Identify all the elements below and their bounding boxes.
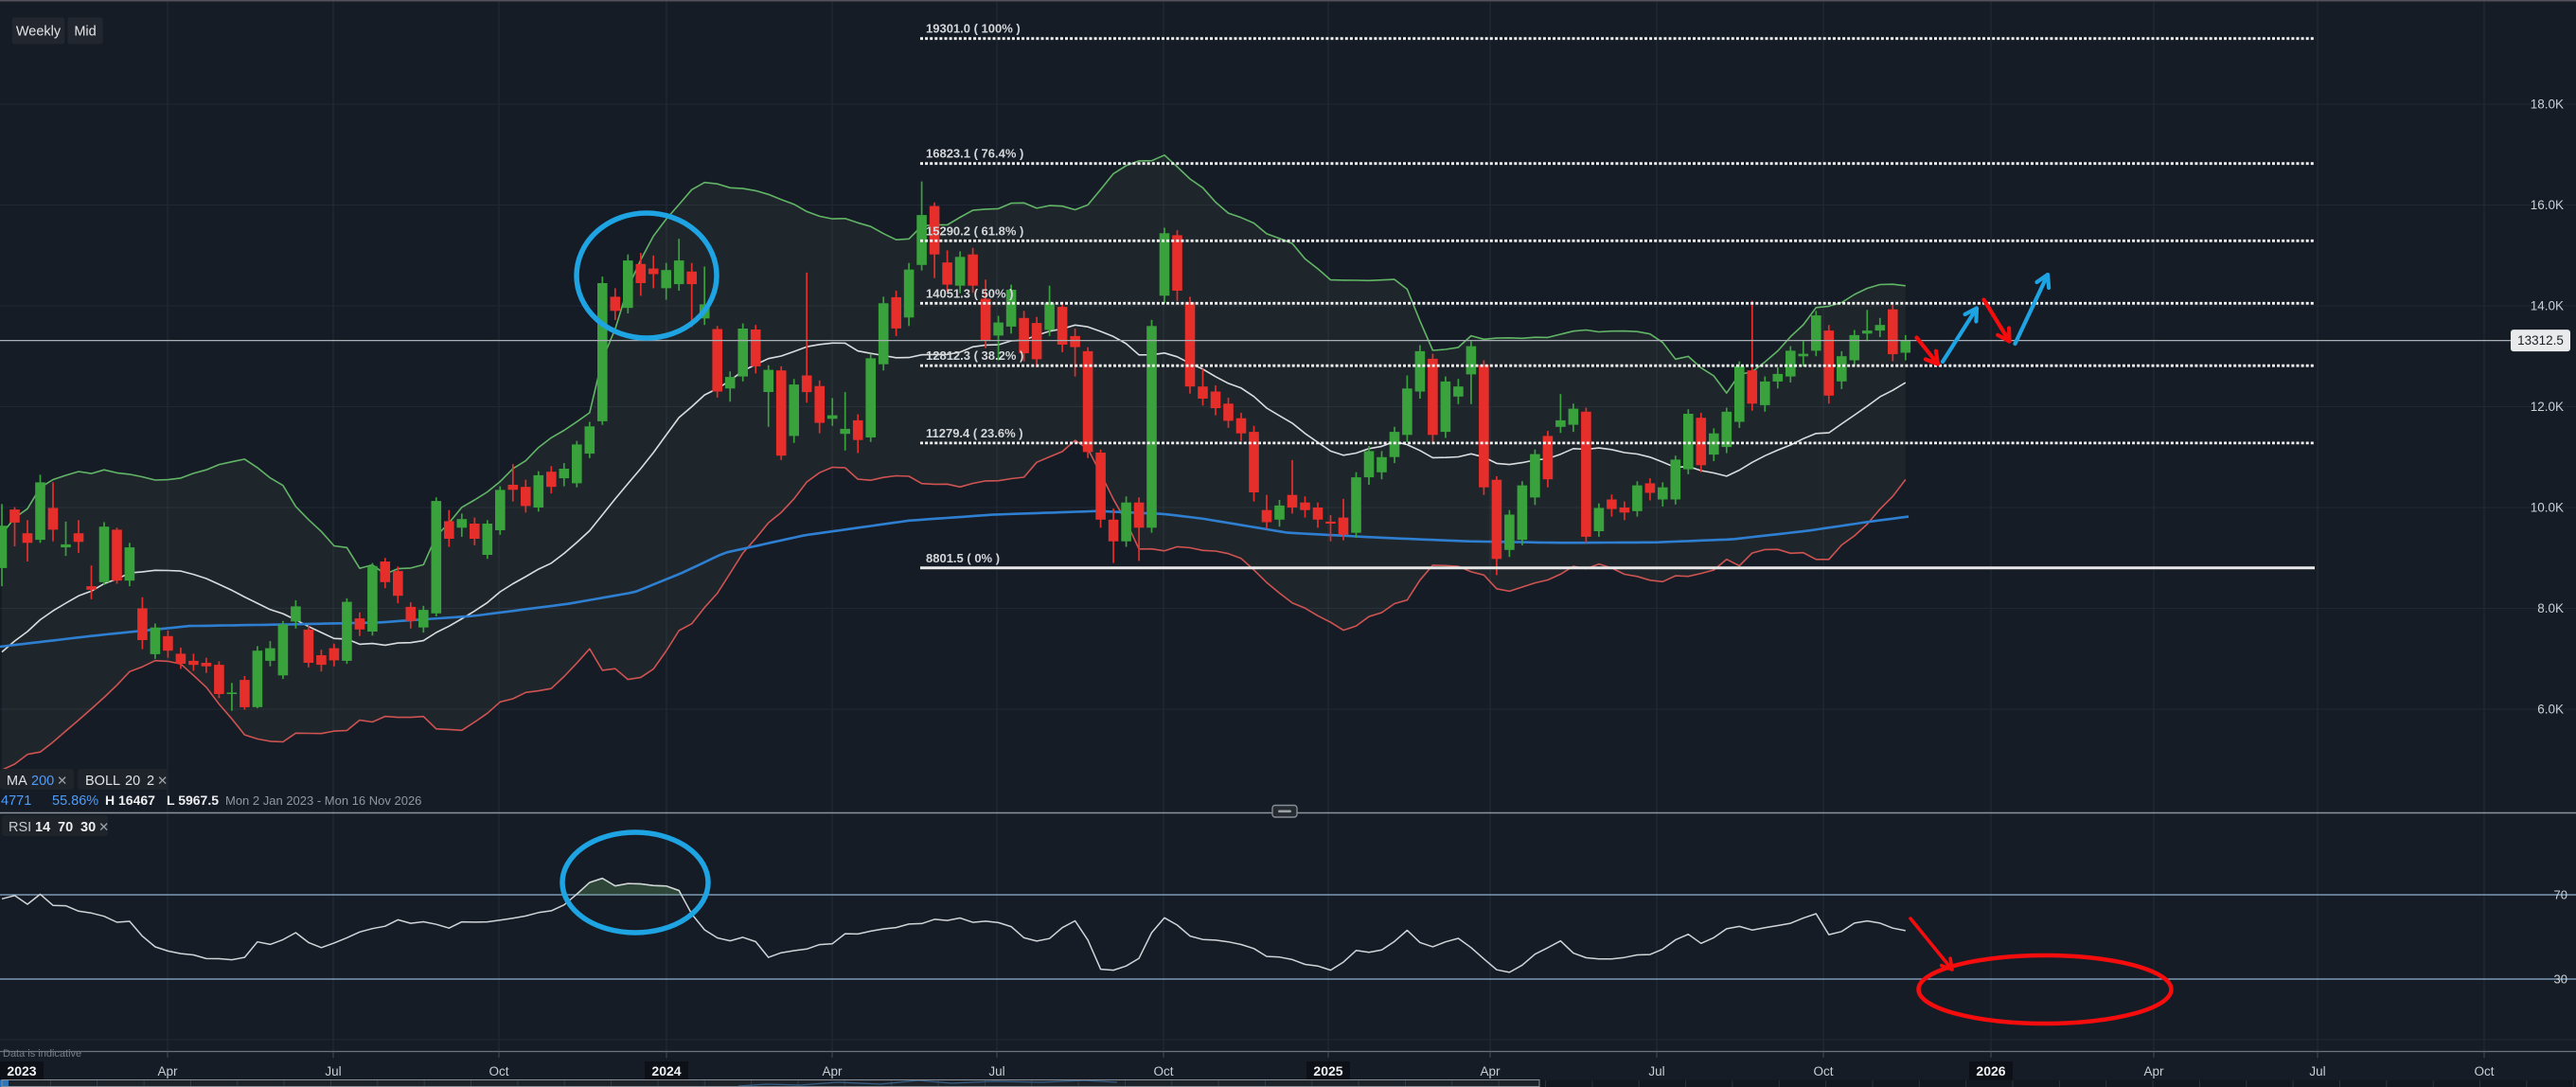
svg-text:L 5967.5: L 5967.5 (167, 793, 219, 808)
svg-text:13312.5: 13312.5 (2517, 333, 2564, 347)
svg-text:✕: ✕ (98, 820, 109, 834)
svg-text:16823.1 ( 76.4% ): 16823.1 ( 76.4% ) (926, 147, 1023, 161)
svg-text:30: 30 (2554, 972, 2567, 987)
svg-text:70: 70 (58, 820, 73, 835)
svg-text:70: 70 (2554, 888, 2567, 902)
svg-text:✕: ✕ (57, 774, 67, 788)
svg-text:2: 2 (147, 774, 154, 789)
svg-text:Jul: Jul (325, 1064, 341, 1078)
svg-text:19301.0 ( 100% ): 19301.0 ( 100% ) (926, 22, 1021, 36)
svg-text:2025: 2025 (1313, 1063, 1342, 1078)
svg-text:Data is indicative: Data is indicative (3, 1048, 81, 1060)
svg-text:Weekly: Weekly (16, 25, 62, 40)
svg-text:MA: MA (7, 774, 27, 789)
svg-text:14.0K: 14.0K (2531, 299, 2564, 313)
svg-text:2023: 2023 (7, 1063, 36, 1078)
svg-text:14: 14 (35, 820, 50, 835)
svg-text:BOLL: BOLL (85, 774, 120, 789)
svg-text:10.0K: 10.0K (2531, 501, 2564, 515)
svg-text:55.86%: 55.86% (52, 793, 98, 809)
svg-text:Jul: Jul (988, 1064, 1004, 1078)
svg-text:12.0K: 12.0K (2531, 400, 2564, 414)
svg-text:Mid: Mid (74, 25, 96, 40)
svg-text:14051.3 ( 50% ): 14051.3 ( 50% ) (926, 286, 1014, 300)
svg-text:15290.2 ( 61.8% ): 15290.2 ( 61.8% ) (926, 223, 1023, 238)
svg-text:18.0K: 18.0K (2531, 98, 2564, 112)
svg-text:Oct: Oct (1813, 1064, 1833, 1078)
svg-text:2024: 2024 (651, 1063, 681, 1078)
svg-text:30: 30 (80, 820, 96, 835)
svg-text:200: 200 (31, 774, 54, 789)
svg-text:Oct: Oct (2474, 1064, 2494, 1078)
svg-text:8801.5 ( 0% ): 8801.5 ( 0% ) (926, 551, 1000, 565)
svg-text:12812.3 ( 38.2% ): 12812.3 ( 38.2% ) (926, 348, 1023, 363)
svg-text:2026: 2026 (1976, 1063, 2005, 1078)
svg-text:Apr: Apr (1480, 1064, 1501, 1078)
svg-text:6.0K: 6.0K (2537, 703, 2564, 717)
svg-text:Oct: Oct (1153, 1064, 1173, 1078)
svg-text:Oct: Oct (489, 1064, 508, 1078)
svg-text:Jul: Jul (1648, 1064, 1664, 1078)
svg-text:4771: 4771 (1, 793, 31, 809)
svg-text:11279.4 ( 23.6% ): 11279.4 ( 23.6% ) (926, 426, 1023, 440)
svg-text:✕: ✕ (157, 774, 168, 788)
svg-text:Apr: Apr (2143, 1064, 2164, 1078)
svg-text:Mon 2 Jan 2023 - Mon 16 Nov 20: Mon 2 Jan 2023 - Mon 16 Nov 2026 (225, 793, 421, 808)
svg-text:Jul: Jul (2309, 1064, 2325, 1078)
svg-text:16.0K: 16.0K (2531, 198, 2564, 212)
svg-text:Apr: Apr (157, 1064, 178, 1078)
svg-text:RSI: RSI (9, 820, 31, 835)
svg-text:20: 20 (125, 774, 140, 789)
svg-text:Apr: Apr (822, 1064, 843, 1078)
svg-text:H 16467: H 16467 (105, 793, 155, 808)
svg-text:8.0K: 8.0K (2537, 601, 2564, 615)
